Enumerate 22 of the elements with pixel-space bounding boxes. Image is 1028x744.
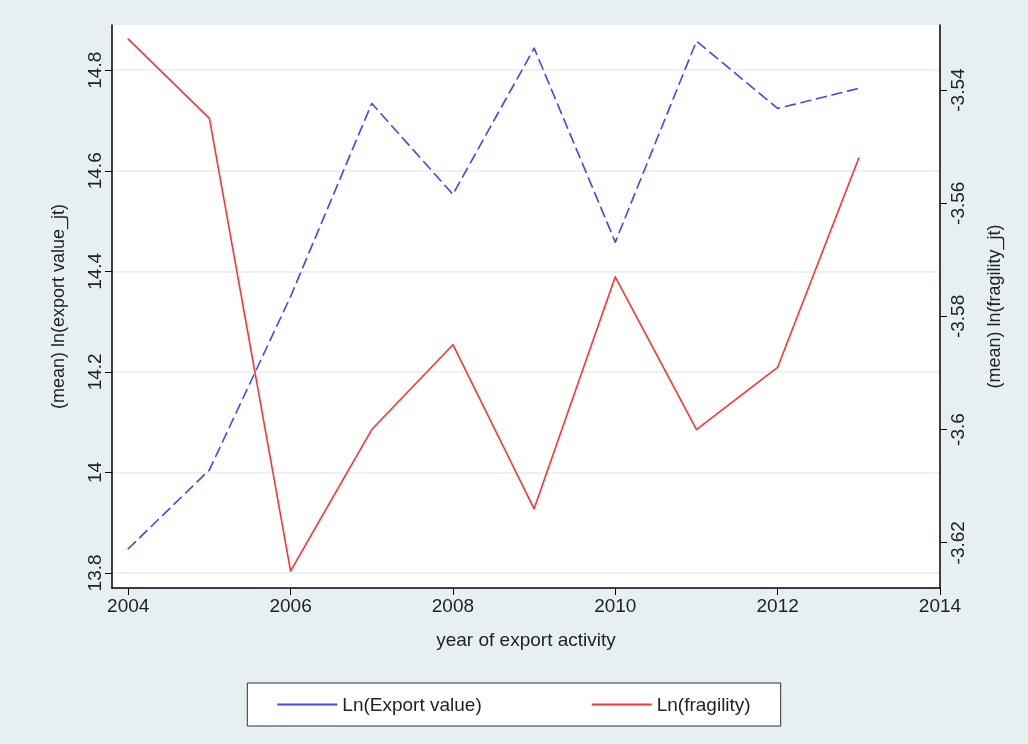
y-tick-label: 14.2 [84, 353, 105, 391]
x-tick-label: 2010 [594, 595, 637, 616]
y-tick-label: 14.8 [84, 51, 105, 89]
x-tick-label: 2008 [431, 595, 475, 616]
y2-tick-label: -3.54 [947, 67, 968, 112]
y2-axis-title: (mean) ln(fragility_jt) [984, 224, 1005, 389]
x-tick-label: 2012 [756, 595, 799, 616]
legend-label: Ln(fragility) [656, 694, 751, 715]
y2-tick-label: -3.62 [947, 521, 968, 565]
y2-tick-label: -3.56 [947, 181, 968, 225]
x-tick-label: 2006 [269, 595, 312, 616]
y-tick-label: 14 [84, 461, 105, 483]
y-tick-label: 14.4 [84, 252, 105, 290]
y-tick-label: 14.6 [84, 152, 105, 190]
y2-tick-label: -3.6 [947, 413, 968, 446]
legend-label: Ln(Export value) [342, 694, 482, 715]
x-tick-label: 2014 [918, 595, 962, 616]
y2-tick-label: -3.58 [947, 294, 968, 339]
x-tick-label: 2004 [107, 595, 150, 616]
y-axis-title: (mean) ln(export value_jt) [48, 203, 69, 410]
x-axis-title: year of export activity [436, 629, 617, 650]
y-tick-label: 13.8 [84, 554, 105, 592]
